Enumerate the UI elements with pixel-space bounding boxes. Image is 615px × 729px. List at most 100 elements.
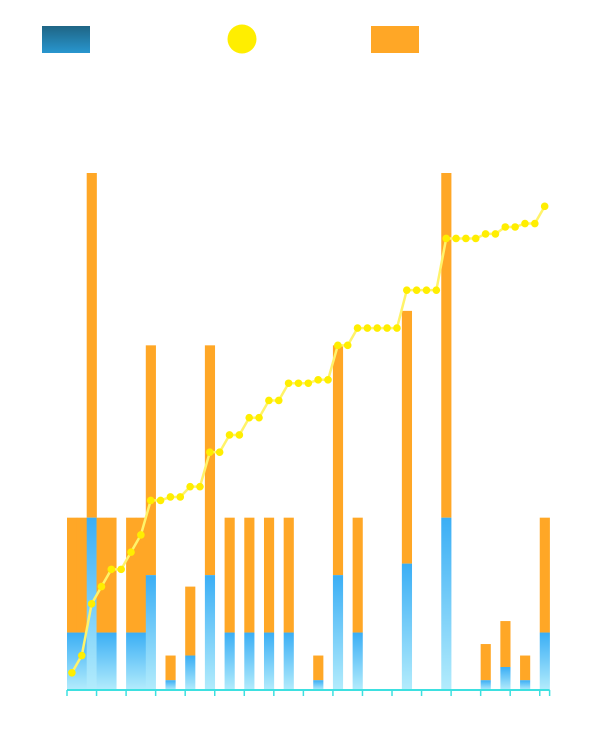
line-point-20 — [265, 396, 273, 405]
line-point-33 — [393, 324, 401, 332]
bar-orange-25 — [313, 655, 324, 681]
bar-orange-4 — [106, 517, 117, 633]
bar-blue-18 — [244, 632, 255, 690]
line-point-26 — [324, 376, 332, 384]
line-point-24 — [304, 379, 313, 388]
line-point-44 — [501, 223, 510, 231]
line-point-29 — [353, 324, 362, 332]
line-point-10 — [166, 493, 175, 501]
legend-marker-yellow[interactable] — [227, 24, 257, 54]
bar-blue-46 — [520, 680, 531, 690]
line-point-36 — [422, 286, 431, 294]
bar-orange-10 — [165, 655, 176, 681]
bar-orange-2 — [86, 173, 97, 518]
line-point-38 — [442, 234, 450, 243]
line-point-34 — [402, 286, 411, 294]
bar-orange-12 — [185, 586, 196, 656]
line-point-11 — [176, 493, 185, 501]
line-point-31 — [373, 324, 382, 332]
bar-blue-29 — [352, 632, 363, 690]
bar-orange-34 — [401, 310, 413, 564]
line-point-12 — [186, 482, 194, 491]
line-point-41 — [471, 234, 480, 243]
bar-blue-44 — [500, 667, 511, 690]
line-point-39 — [452, 234, 460, 243]
line-point-2 — [87, 600, 96, 608]
line-point-21 — [274, 396, 283, 405]
bar-orange-42 — [480, 644, 491, 681]
line-point-17 — [235, 431, 244, 439]
line-point-15 — [215, 448, 224, 456]
bar-orange-20 — [263, 517, 275, 633]
line-point-7 — [137, 531, 145, 539]
bar-orange-44 — [500, 621, 511, 668]
line-point-43 — [491, 230, 500, 238]
bar-orange-29 — [352, 517, 363, 633]
bar-orange-7 — [135, 517, 147, 633]
line-point-5 — [117, 565, 125, 574]
line-point-18 — [245, 413, 254, 422]
line-point-16 — [225, 431, 234, 439]
line-point-25 — [314, 376, 322, 384]
bar-blue-0 — [67, 632, 78, 690]
line-point-22 — [284, 379, 293, 388]
line-point-19 — [255, 413, 263, 422]
line-point-0 — [68, 668, 76, 677]
bar-orange-38 — [441, 173, 452, 518]
bar-blue-8 — [145, 575, 156, 690]
bar-blue-25 — [313, 680, 324, 690]
bar-blue-6 — [126, 632, 137, 690]
bar-blue-12 — [185, 655, 196, 690]
line-point-35 — [412, 286, 421, 294]
line-point-45 — [511, 223, 519, 231]
line-point-8 — [146, 496, 155, 505]
legend-swatch-blue[interactable] — [42, 26, 90, 53]
bar-blue-7 — [135, 632, 147, 690]
line-point-1 — [77, 651, 86, 660]
bar-blue-4 — [106, 632, 117, 690]
bar-blue-42 — [480, 680, 491, 690]
line-point-32 — [383, 324, 391, 332]
bar-orange-1 — [76, 517, 87, 633]
bar-blue-20 — [263, 632, 275, 690]
bar-orange-16 — [224, 517, 235, 633]
line-point-30 — [363, 324, 372, 332]
bar-blue-14 — [204, 575, 216, 690]
legend-swatch-orange[interactable] — [371, 26, 419, 53]
line-point-40 — [462, 234, 470, 243]
line-point-28 — [343, 341, 352, 350]
bar-blue-48 — [539, 632, 550, 690]
line-point-42 — [481, 230, 490, 238]
bars — [67, 173, 550, 690]
line-point-46 — [521, 219, 529, 228]
bar-orange-6 — [126, 517, 137, 633]
bar-blue-22 — [283, 632, 294, 690]
bar-orange-27 — [332, 345, 344, 576]
line-point-6 — [127, 548, 135, 556]
bar-blue-16 — [224, 632, 235, 690]
line-point-3 — [97, 582, 106, 591]
line-point-13 — [196, 482, 204, 491]
bar-orange-18 — [244, 517, 255, 633]
legend — [42, 24, 419, 54]
line-point-9 — [156, 496, 165, 505]
line-point-14 — [206, 448, 214, 456]
x-axis — [66, 689, 551, 696]
bar-orange-3 — [96, 517, 107, 633]
bar-blue-3 — [96, 632, 107, 690]
bar-blue-38 — [441, 517, 452, 690]
line-point-48 — [540, 202, 549, 211]
line-point-27 — [334, 341, 342, 350]
bar-orange-0 — [67, 517, 78, 633]
line-point-4 — [107, 565, 116, 574]
bar-orange-48 — [539, 517, 550, 633]
line-point-37 — [432, 286, 441, 294]
bar-blue-10 — [165, 680, 176, 690]
bar-blue-27 — [332, 575, 344, 690]
bar-orange-46 — [520, 655, 531, 681]
line-point-23 — [294, 379, 303, 388]
bar-orange-22 — [283, 517, 294, 633]
bar-orange-14 — [204, 345, 216, 576]
bar-orange-8 — [145, 345, 156, 576]
